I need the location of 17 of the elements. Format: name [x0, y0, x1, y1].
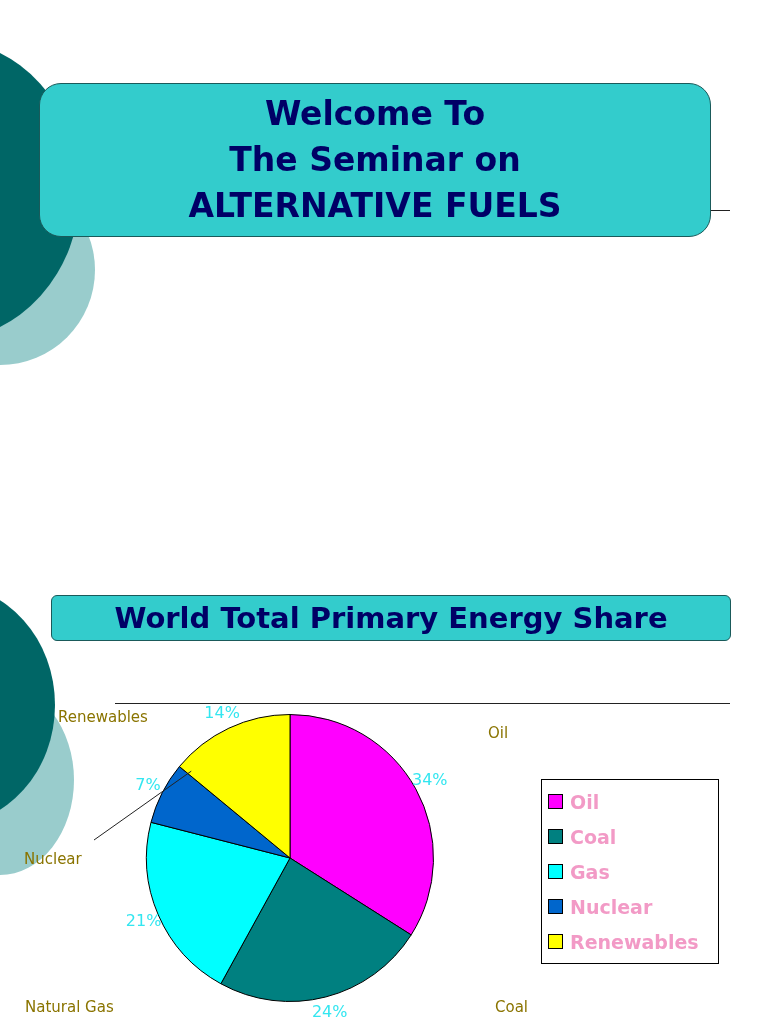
text: Natural Gas — [25, 998, 114, 1016]
data-label: 21% — [125, 910, 162, 930]
legend-label: Gas — [570, 860, 610, 883]
data-label: 34% — [411, 770, 448, 790]
text: Welcome To The Seminar on ALTERNATIVE FUELS — [39, 83, 711, 237]
legend-label: Renewables — [570, 930, 699, 953]
chart-title: World Total Primary Energy Share — [51, 595, 731, 641]
text: Renewables — [58, 708, 148, 726]
data-label: 7% — [135, 774, 161, 794]
legend-label: Coal — [570, 825, 617, 848]
text: Coal — [495, 998, 529, 1016]
text: Oil — [488, 724, 509, 742]
legend-label: Nuclear — [570, 895, 653, 918]
data-label: 24% — [311, 1001, 348, 1021]
legend-label: Oil — [570, 790, 600, 813]
text: Nuclear — [24, 850, 82, 868]
data-label: 14% — [204, 702, 240, 722]
